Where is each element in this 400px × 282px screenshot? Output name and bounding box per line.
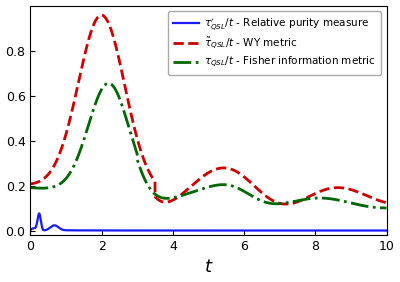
$\tilde{\tau}_{QSL}/t$ - WY metric bbox=[180, 192, 185, 195]
$\tilde{\tau}_{QSL}/t$ - WY metric bbox=[384, 201, 389, 204]
$\tilde{\tau}_{QSL}/t$ - WY metric bbox=[90, 27, 94, 30]
$\tau^{\prime}_{QSL}/t$ - Relative purity measure bbox=[37, 212, 42, 215]
$\tilde{\tau}_{QSL}/t$ - WY metric bbox=[99, 14, 104, 17]
$\tilde{\tau}_{QSL}/t$ - WY metric bbox=[377, 199, 382, 202]
$\tilde{\tau}_{QSL}/t$ - WY metric bbox=[28, 182, 33, 186]
Legend: $\tau^{\prime}_{QSL}/t$ - Relative purity measure, $\tilde{\tau}_{QSL}/t$ - WY m: $\tau^{\prime}_{QSL}/t$ - Relative purit… bbox=[168, 11, 381, 75]
$\tau^{\prime}_{QSL}/t$ - Relative purity measure bbox=[28, 228, 33, 232]
$\tau^{\prime}_{QSL}/t$ - Relative purity measure bbox=[384, 229, 389, 232]
$\tau^{\prime}_{QSL}/t$ - Relative purity measure bbox=[165, 229, 170, 232]
$\tau^{\prime}_{QSL}/t$ - Relative purity measure bbox=[339, 229, 344, 232]
$\tilde{\tau}_{QSL}/t$ - WY metric bbox=[165, 201, 170, 204]
$\tilde{\tau}_{QSL}/t$ - WY metric bbox=[69, 113, 74, 117]
$\tau_{QSL}/t$ - Fisher information metric bbox=[180, 193, 185, 197]
$\tau_{QSL}/t$ - Fisher information metric bbox=[69, 169, 74, 173]
$\tau_{QSL}/t$ - Fisher information metric bbox=[339, 199, 344, 202]
$\tau_{QSL}/t$ - Fisher information metric bbox=[90, 112, 94, 115]
X-axis label: $t$: $t$ bbox=[204, 258, 213, 276]
$\tau_{QSL}/t$ - Fisher information metric bbox=[377, 206, 382, 210]
Line: $\tilde{\tau}_{QSL}/t$ - WY metric: $\tilde{\tau}_{QSL}/t$ - WY metric bbox=[30, 15, 386, 204]
$\tau^{\prime}_{QSL}/t$ - Relative purity measure bbox=[377, 229, 382, 232]
$\tau^{\prime}_{QSL}/t$ - Relative purity measure bbox=[69, 229, 74, 232]
$\tau_{QSL}/t$ - Fisher information metric bbox=[106, 81, 111, 85]
$\tau^{\prime}_{QSL}/t$ - Relative purity measure bbox=[180, 229, 185, 232]
Line: $\tau_{QSL}/t$ - Fisher information metric: $\tau_{QSL}/t$ - Fisher information metr… bbox=[30, 83, 386, 208]
$\tau_{QSL}/t$ - Fisher information metric bbox=[165, 197, 170, 200]
$\tau^{\prime}_{QSL}/t$ - Relative purity measure bbox=[90, 229, 95, 232]
Line: $\tau^{\prime}_{QSL}/t$ - Relative purity measure: $\tau^{\prime}_{QSL}/t$ - Relative purit… bbox=[30, 213, 386, 230]
$\tau_{QSL}/t$ - Fisher information metric bbox=[28, 186, 33, 190]
$\tau_{QSL}/t$ - Fisher information metric bbox=[384, 206, 389, 210]
$\tau_{QSL}/t$ - Fisher information metric bbox=[384, 206, 389, 210]
$\tilde{\tau}_{QSL}/t$ - WY metric bbox=[339, 186, 344, 190]
$\tilde{\tau}_{QSL}/t$ - WY metric bbox=[284, 202, 288, 206]
